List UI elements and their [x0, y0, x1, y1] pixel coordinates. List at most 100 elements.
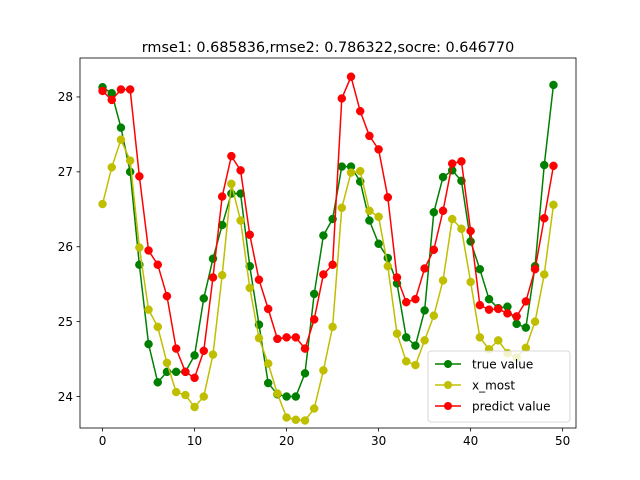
data-point — [263, 378, 273, 388]
plot-frame — [79, 57, 577, 429]
data-point — [447, 214, 457, 224]
data-point — [392, 273, 402, 282]
y-tick-label: 28 — [58, 90, 73, 104]
data-point — [98, 86, 107, 96]
data-point — [429, 245, 439, 254]
data-point — [217, 192, 227, 201]
legend-label: true value — [472, 357, 533, 371]
series-x_most — [98, 135, 558, 425]
data-point — [153, 322, 163, 332]
data-point — [309, 404, 319, 413]
data-point — [236, 166, 245, 175]
data-point — [457, 157, 466, 166]
data-point — [199, 294, 209, 303]
data-point — [291, 333, 301, 342]
data-point — [171, 367, 181, 377]
data-point — [355, 106, 365, 116]
data-point — [438, 206, 448, 216]
legend-frame — [427, 350, 571, 423]
data-point — [493, 304, 503, 314]
data-point — [420, 336, 429, 345]
data-point — [438, 172, 448, 182]
data-point — [484, 294, 494, 304]
data-point — [429, 311, 439, 320]
data-point — [549, 80, 558, 90]
data-point — [98, 199, 107, 209]
data-point — [475, 333, 485, 342]
data-point — [383, 193, 393, 202]
data-point — [411, 341, 420, 350]
data-point — [107, 95, 116, 105]
data-point — [227, 151, 236, 161]
data-point — [254, 275, 264, 284]
data-point — [355, 166, 365, 176]
y-tick-label: 27 — [58, 165, 73, 179]
data-point — [512, 312, 521, 321]
data-point — [236, 216, 245, 225]
data-point — [540, 270, 549, 279]
data-point — [116, 123, 126, 132]
data-point — [401, 297, 411, 307]
data-point — [493, 336, 503, 345]
data-point — [144, 339, 153, 349]
data-point — [521, 323, 531, 332]
data-point — [162, 358, 172, 368]
data-point — [429, 208, 439, 217]
data-point — [374, 145, 383, 154]
data-point — [273, 389, 282, 398]
data-point — [273, 334, 282, 344]
data-point — [540, 214, 549, 223]
data-point — [245, 283, 255, 293]
data-point — [401, 333, 411, 342]
data-point — [190, 373, 199, 383]
data-point — [245, 230, 255, 240]
data-point — [319, 366, 328, 375]
data-point — [374, 239, 383, 248]
data-point — [447, 159, 457, 168]
data-point — [530, 264, 540, 274]
data-point — [319, 270, 328, 279]
data-point — [530, 317, 540, 326]
data-point — [208, 273, 218, 282]
data-point — [328, 260, 337, 269]
data-point — [466, 277, 475, 287]
data-point — [282, 333, 291, 342]
data-point — [512, 319, 521, 329]
data-point — [466, 226, 475, 236]
data-point — [319, 231, 328, 240]
data-point — [484, 305, 494, 314]
data-point — [475, 300, 485, 310]
data-point — [374, 212, 383, 222]
x-tick-label: 0 — [99, 434, 107, 448]
data-point — [107, 163, 116, 172]
data-point — [291, 392, 301, 401]
data-point — [337, 162, 347, 171]
data-point — [144, 246, 153, 255]
data-point — [300, 416, 310, 425]
data-point — [199, 392, 209, 401]
data-point — [116, 135, 126, 144]
data-point — [346, 72, 356, 81]
x-tick-label: 10 — [187, 434, 202, 448]
data-point — [309, 315, 319, 324]
data-point — [392, 329, 402, 338]
y-tick-label: 24 — [58, 390, 73, 404]
data-point — [309, 289, 319, 299]
data-point — [181, 367, 190, 377]
data-point — [365, 131, 374, 141]
data-point — [135, 243, 144, 252]
data-point — [125, 167, 135, 177]
data-point — [383, 261, 393, 271]
data-point — [365, 216, 374, 225]
data-point — [190, 351, 199, 360]
data-point — [227, 179, 236, 189]
data-point — [171, 344, 181, 353]
data-point — [263, 304, 273, 314]
y-tick-label: 26 — [58, 240, 73, 254]
data-point — [346, 168, 356, 177]
data-point — [549, 200, 558, 210]
data-point — [282, 392, 291, 401]
data-point — [503, 309, 512, 318]
